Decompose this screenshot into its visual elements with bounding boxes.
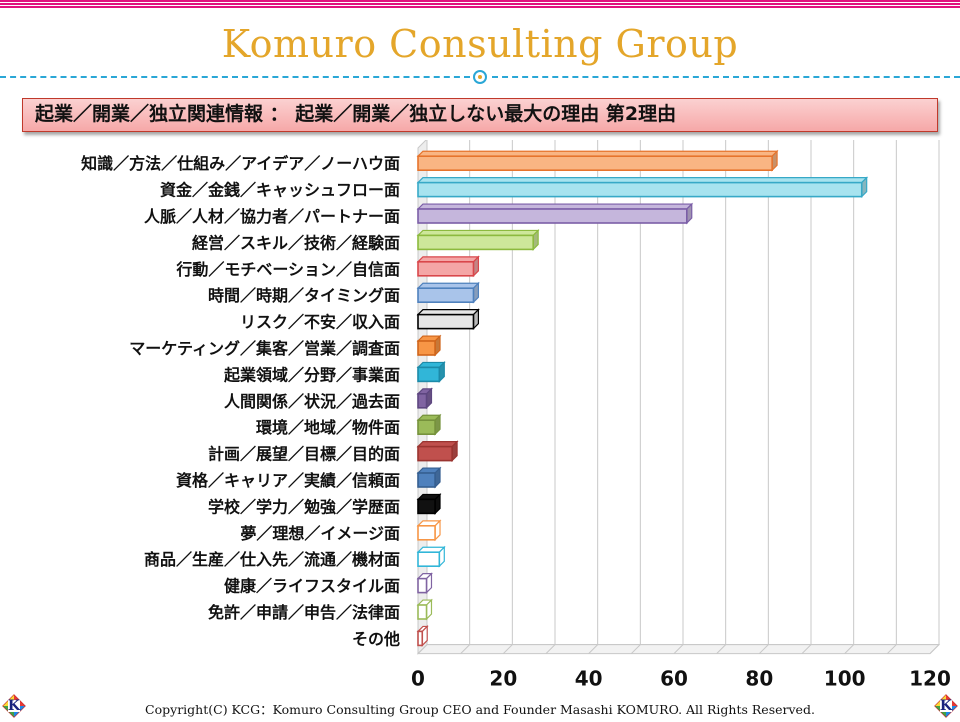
- chart-tick-label: 20: [489, 667, 517, 688]
- chart-bar: [416, 387, 433, 410]
- chart-category-labels: 知識／方法／仕組み／アイデア／ノーハウ面資金／金銭／キャッシュフロー面人脈／人材…: [81, 154, 400, 648]
- chart-bar-front: [417, 313, 475, 330]
- chart-bar: [416, 281, 480, 304]
- chart-category-label: 知識／方法／仕組み／アイデア／ノーハウ面: [81, 154, 400, 173]
- chart-bar: [416, 493, 442, 515]
- chart-bar-front: [417, 630, 424, 647]
- kcg-logo-letter: K: [939, 698, 953, 714]
- chart-category-label: 人間関係／状況／過去面: [224, 392, 400, 411]
- kcg-logo-left: K: [2, 694, 26, 718]
- chart-bar: [416, 229, 540, 251]
- chart-bar-front: [417, 181, 863, 198]
- chart-bar: [416, 572, 433, 595]
- chart-bar-front: [417, 524, 436, 541]
- chart-category-label: 健康／ライフスタイル面: [224, 577, 400, 596]
- chart-bar: [416, 625, 429, 647]
- kcg-diamond-icon: [934, 694, 958, 718]
- chart-bar-front: [417, 551, 441, 568]
- chart-bar-front: [417, 208, 688, 224]
- chart-category-label: 資格／キャリア／実績／信頼面: [176, 471, 400, 490]
- chart-bar: [416, 308, 480, 331]
- chart-category-label: 免許／申請／申告／法律面: [208, 603, 400, 622]
- chart-category-label: その他: [352, 629, 400, 648]
- chart-tick-label: 60: [660, 667, 688, 688]
- chart-category-label: 環境／地域／物件面: [256, 418, 400, 437]
- kcg-diamond-icon: [2, 694, 26, 718]
- chart-tick-label: 40: [575, 667, 603, 688]
- chart-bar-front: [417, 604, 428, 620]
- chart-bar: [416, 466, 442, 489]
- chart-category-label: 学校／学力／勉強／学歴面: [208, 497, 400, 516]
- chart-category-label: 時間／時期／タイミング面: [208, 286, 400, 305]
- chart-bar-front: [417, 472, 436, 488]
- chart-bar: [416, 440, 459, 463]
- chart-category-label: 商品／生産／仕入先／流通／機材面: [144, 550, 400, 569]
- chart-bar-front: [417, 498, 436, 515]
- chart-bar-front: [417, 366, 441, 383]
- chart-bar-front: [417, 419, 436, 436]
- brand-title: Komuro Consulting Group: [221, 22, 739, 66]
- divider-right: [492, 76, 960, 78]
- chart-bar-front: [417, 261, 475, 277]
- chart-bar: [416, 413, 442, 436]
- chart-category-label: 資金／金銭／キャッシュフロー面: [160, 181, 400, 200]
- chart-bar-front: [417, 445, 453, 462]
- chart-bar: [416, 519, 442, 542]
- chart-bar: [416, 361, 446, 383]
- chart-category-label: 夢／理想／イメージ面: [240, 524, 400, 543]
- chart-category-label: 人脈／人材／協力者／パートナー面: [144, 207, 400, 226]
- chart-tick-label: 0: [411, 667, 425, 688]
- chart-category-label: 行動／モチベーション／自信面: [175, 260, 400, 279]
- chart-bar: [416, 255, 480, 278]
- chart-category-label: リスク／不安／収入面: [240, 313, 400, 332]
- chart-bar: [416, 334, 442, 357]
- chart-tick-labels: 0 20 40 60 80 100 120: [411, 667, 951, 688]
- chart-bars: [416, 149, 869, 647]
- bar-chart: 知識／方法／仕組み／アイデア／ノーハウ面資金／金銭／キャッシュフロー面人脈／人材…: [81, 140, 951, 688]
- chart-tick-label: 120: [909, 667, 951, 688]
- kcg-logo-letter: K: [7, 698, 21, 714]
- chart-bar: [416, 176, 869, 199]
- top-stripe: [0, 0, 960, 8]
- target-dot-icon: [473, 70, 487, 84]
- chart-bar: [416, 598, 433, 621]
- footer-bar: [0, 692, 960, 720]
- chart-category-label: 起業領域／分野／事業面: [223, 365, 400, 384]
- chart-tick-label: 100: [824, 667, 866, 688]
- footer-copyright: Copyright(C) KCG：Komuro Consulting Group…: [145, 702, 815, 717]
- chart-category-label: 経営／スキル／技術／経験面: [192, 233, 400, 252]
- chart-bar-front: [417, 577, 428, 594]
- slide-subtitle: 起業／開業／独立関連情報 ： 起業／開業／独立しない最大の理由 第2理由: [22, 98, 938, 132]
- chart-bar-front: [417, 287, 475, 303]
- chart-bar: [416, 149, 779, 172]
- chart-bar-front: [417, 393, 428, 409]
- chart-bar-front: [417, 234, 534, 251]
- chart-bar: [416, 202, 694, 225]
- chart-category-label: 計画／展望／目標／目的面: [208, 445, 400, 464]
- chart-category-label: マーケティング／集客／営業／調査面: [129, 339, 400, 358]
- divider-left: [0, 76, 470, 78]
- kcg-logo-right: K: [934, 694, 958, 718]
- chart-bar-front: [417, 340, 436, 356]
- chart-bar-front: [417, 155, 773, 172]
- chart-bar: [416, 545, 446, 568]
- chart-plot-area: [416, 140, 941, 655]
- chart-tick-label: 80: [745, 667, 773, 688]
